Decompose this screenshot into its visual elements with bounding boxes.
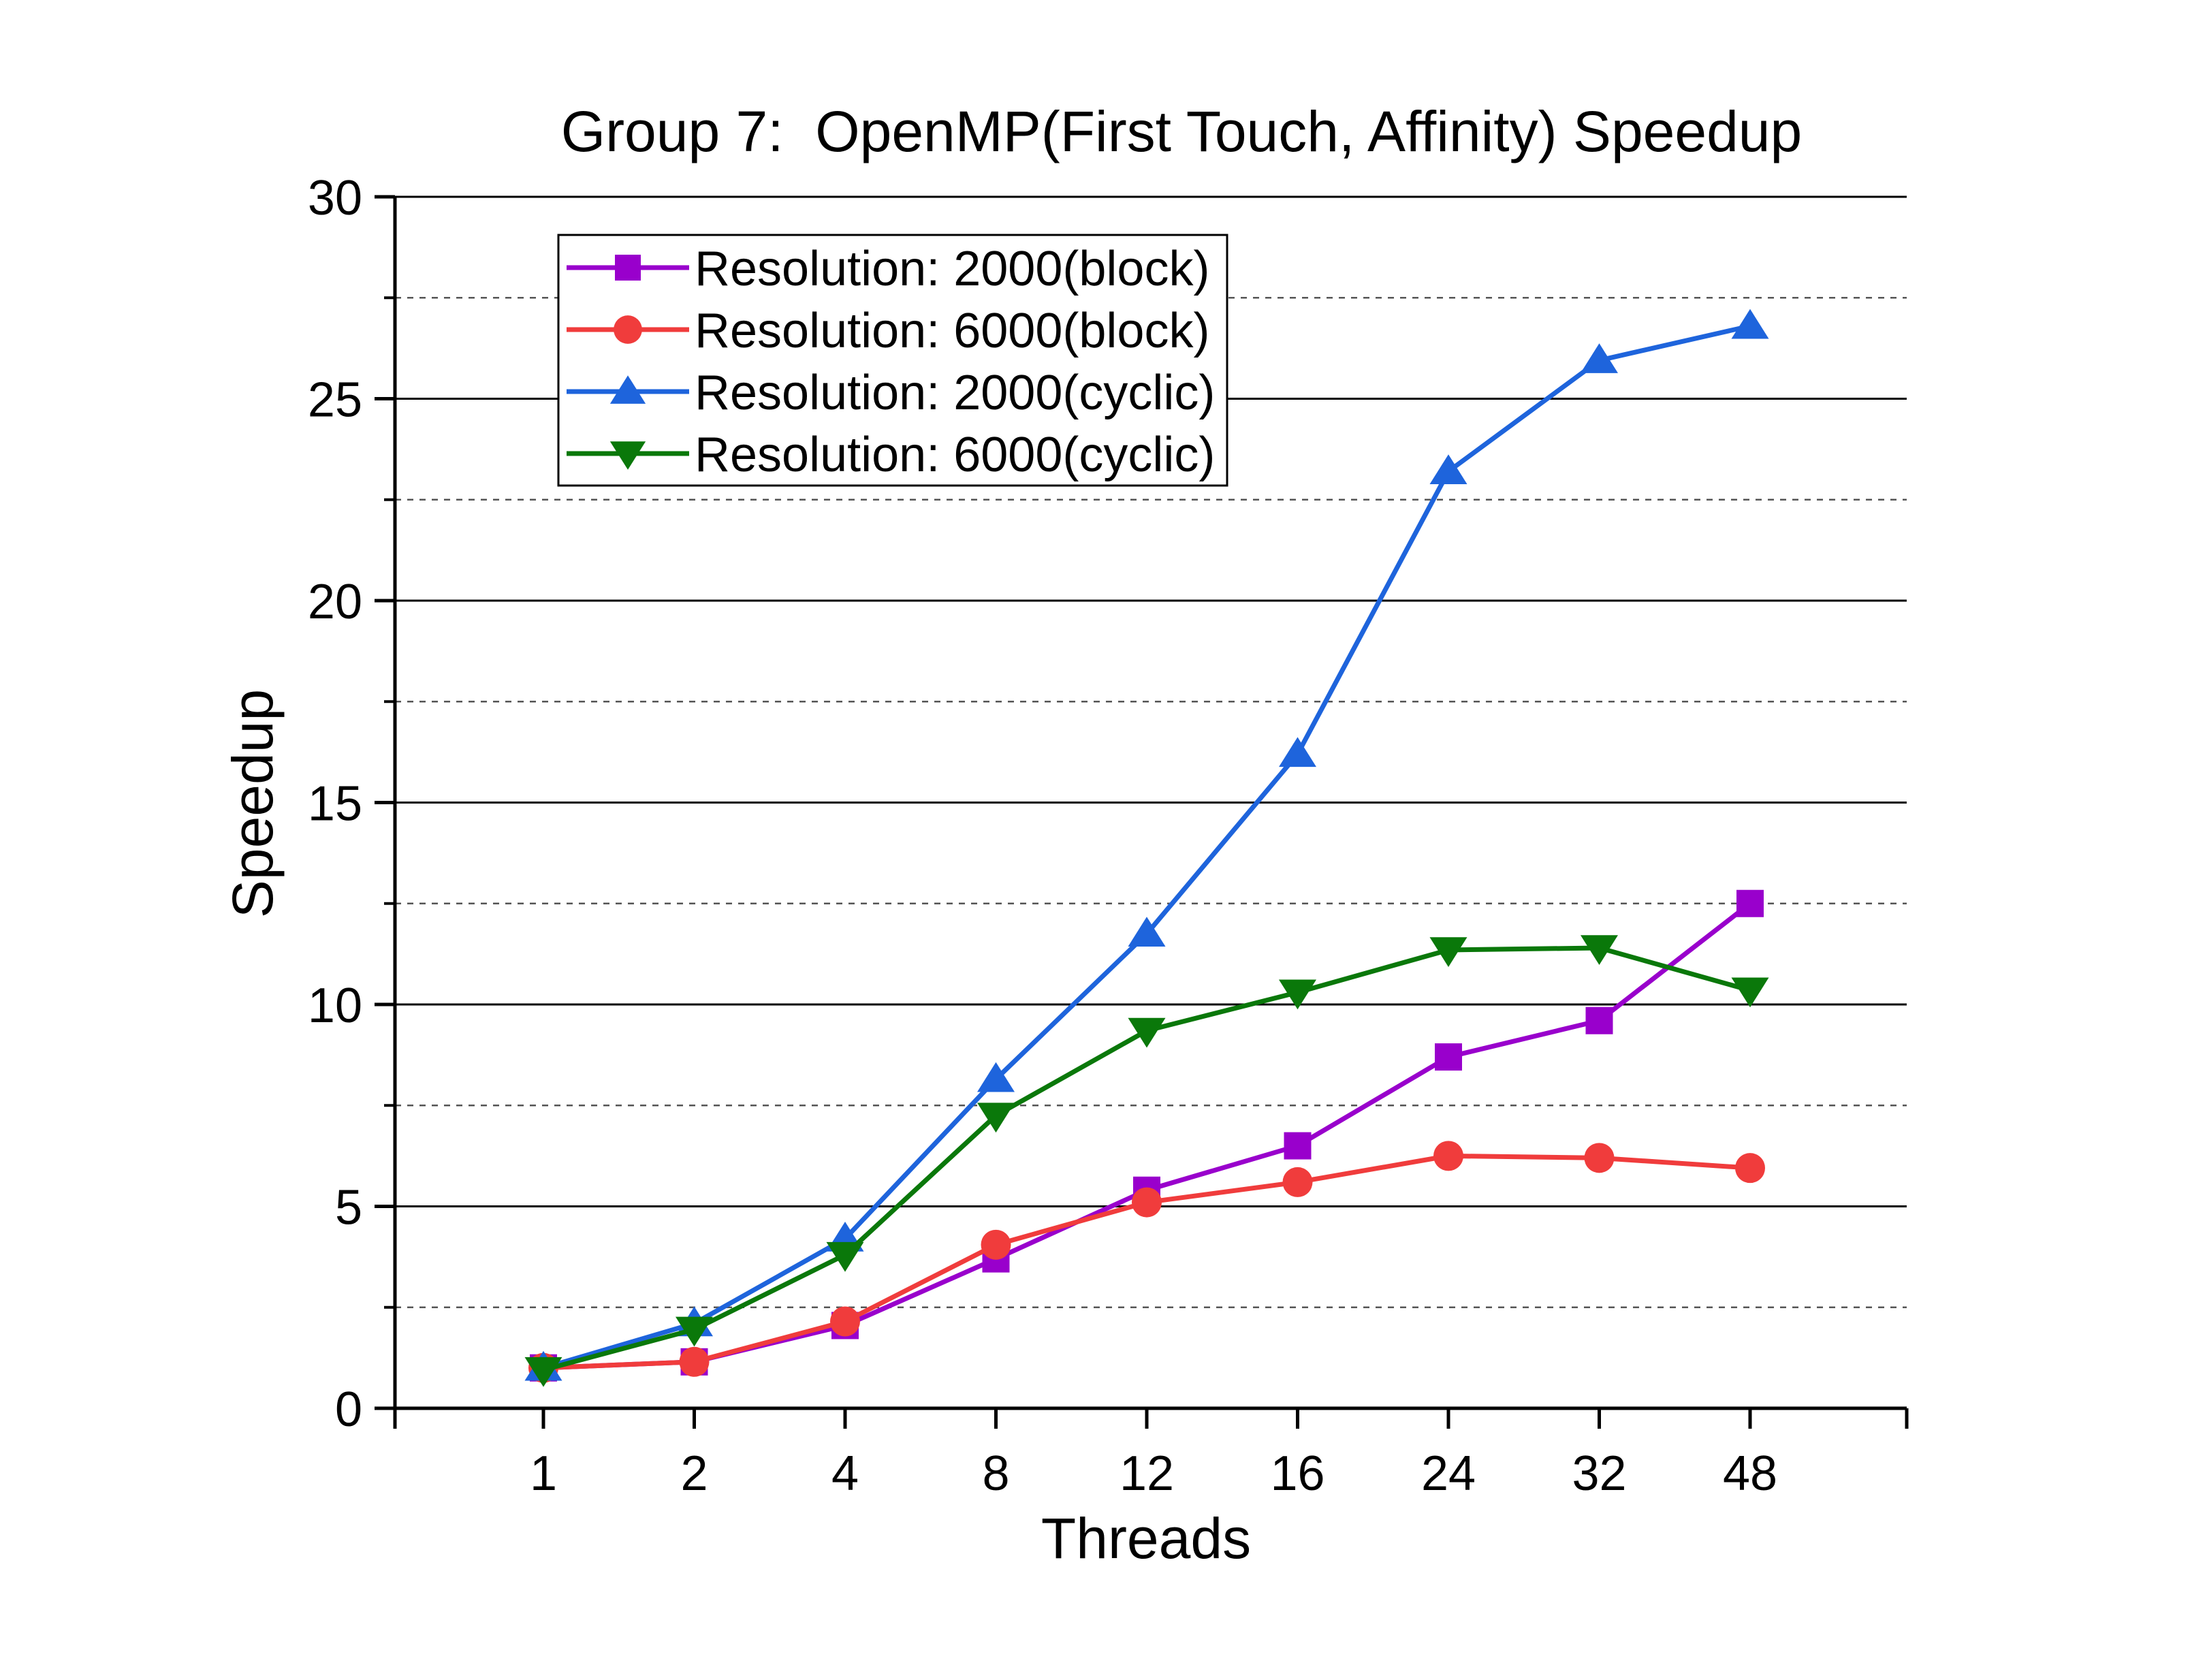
data-point-circle	[1584, 1143, 1615, 1173]
data-point-square	[1284, 1132, 1312, 1160]
x-tick-label: 24	[1421, 1446, 1476, 1501]
x-tick-label: 16	[1270, 1446, 1324, 1501]
legend-label: Resolution: 2000(cyclic)	[695, 366, 1215, 420]
data-point-circle	[1132, 1187, 1162, 1218]
data-point-triangle-down	[977, 1103, 1015, 1133]
data-point-square	[1435, 1043, 1462, 1071]
data-point-circle	[1433, 1141, 1463, 1171]
data-point-triangle-down	[1429, 937, 1467, 967]
y-axis-label: Speedup	[221, 689, 285, 918]
data-point-triangle-down	[524, 1357, 562, 1387]
data-point-circle	[981, 1229, 1011, 1260]
y-tick-label: 20	[308, 575, 362, 629]
data-point-triangle-up	[1581, 343, 1618, 373]
x-tick-label: 1	[530, 1446, 557, 1501]
data-point-triangle-down	[1731, 977, 1769, 1008]
legend: Resolution: 2000(block) Resolution: 6000(…	[557, 234, 1228, 487]
data-point-square	[1585, 1007, 1613, 1034]
data-point-triangle-down	[1128, 1017, 1166, 1048]
y-tick-label: 30	[308, 171, 362, 225]
data-point-triangle-down	[1279, 979, 1316, 1010]
data-point-circle	[614, 315, 642, 344]
y-tick-label: 25	[308, 373, 362, 428]
series-line	[543, 901, 1752, 1371]
legend-label: Resolution: 6000(cyclic)	[695, 428, 1215, 482]
data-point-triangle-down	[826, 1241, 864, 1272]
x-tick-label: 8	[982, 1446, 1009, 1501]
data-point-triangle-up	[977, 1062, 1015, 1092]
legend-box	[557, 234, 1228, 487]
data-point-triangle-up	[609, 375, 646, 404]
x-tick-label: 32	[1572, 1446, 1626, 1501]
chart-title: Group 7: OpenMP(First Touch, Affinity) S…	[561, 99, 1803, 163]
data-point-square	[615, 255, 641, 281]
data-point-circle	[1735, 1153, 1765, 1184]
y-tick-label: 0	[335, 1382, 362, 1437]
y-tick-label: 5	[335, 1181, 362, 1235]
data-point-triangle-up	[1429, 454, 1467, 484]
y-tick-label: 10	[308, 979, 362, 1033]
x-axis-label: Threads	[1041, 1506, 1251, 1570]
data-point-triangle-up	[1731, 308, 1769, 339]
legend-label: Resolution: 6000(block)	[695, 304, 1209, 358]
data-point-circle	[830, 1306, 860, 1337]
data-point-circle	[1282, 1167, 1313, 1197]
y-tick-label: 15	[308, 777, 362, 831]
x-tick-label: 4	[831, 1446, 859, 1501]
data-point-triangle-down	[609, 441, 646, 470]
x-tick-label: 2	[680, 1446, 708, 1501]
data-point-triangle-up	[1279, 737, 1316, 767]
data-point-circle	[679, 1346, 710, 1377]
data-point-triangle-down	[676, 1316, 713, 1347]
data-point-triangle-down	[1581, 935, 1618, 965]
legend-label: Resolution: 2000(block)	[695, 242, 1209, 296]
data-point-square	[1736, 889, 1764, 917]
series-layer	[524, 308, 1769, 1387]
x-tick-label: 48	[1723, 1446, 1777, 1501]
data-point-triangle-up	[1128, 917, 1166, 947]
series-group	[524, 935, 1769, 1387]
x-tick-label: 12	[1120, 1446, 1174, 1501]
